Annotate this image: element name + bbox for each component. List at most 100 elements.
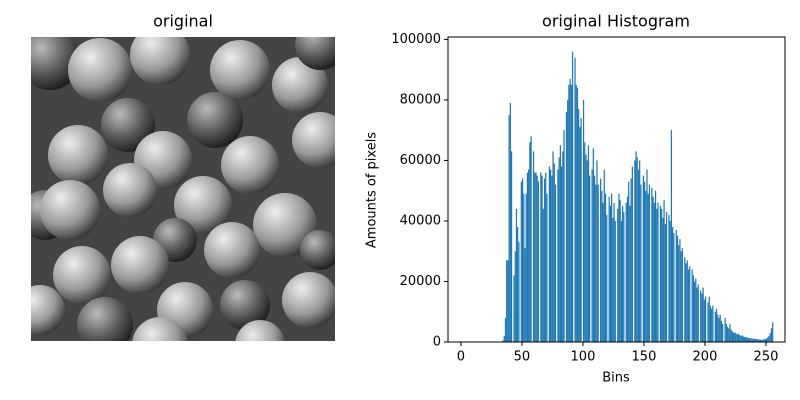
bar xyxy=(770,328,773,342)
bar xyxy=(718,317,720,342)
bar xyxy=(668,214,670,342)
bar xyxy=(712,305,714,342)
bar xyxy=(631,166,633,342)
bar xyxy=(540,172,542,342)
bar xyxy=(720,320,723,342)
bar xyxy=(609,205,612,342)
bar xyxy=(562,151,564,342)
bar xyxy=(768,335,770,342)
bar xyxy=(651,187,653,342)
bar xyxy=(589,175,591,342)
bar xyxy=(635,151,637,342)
bar xyxy=(742,336,745,342)
bar xyxy=(625,202,627,342)
bar xyxy=(725,323,727,342)
bar xyxy=(628,181,630,342)
bar xyxy=(580,118,582,342)
bar xyxy=(543,178,546,342)
bar xyxy=(551,175,553,342)
bar xyxy=(637,169,640,342)
axes-frame xyxy=(447,36,786,343)
bar xyxy=(548,166,551,342)
x-tick-label: 100 xyxy=(571,350,596,365)
bar xyxy=(502,340,504,342)
bar xyxy=(595,184,597,342)
bar xyxy=(665,211,668,342)
bar xyxy=(634,160,636,342)
bar xyxy=(541,175,543,342)
bar xyxy=(591,169,593,342)
bar xyxy=(587,145,590,342)
bar xyxy=(545,172,547,342)
bar xyxy=(567,99,569,342)
bar xyxy=(737,333,740,342)
x-tick-label: 50 xyxy=(514,350,531,365)
bar xyxy=(681,248,683,342)
bar xyxy=(652,196,654,342)
bar xyxy=(739,335,741,342)
y-tick-label: 20000 xyxy=(400,274,441,289)
bar xyxy=(756,339,758,342)
y-tick-label: 80000 xyxy=(400,92,441,107)
bar xyxy=(619,199,621,342)
bar xyxy=(559,145,561,342)
bar xyxy=(585,154,587,342)
bar xyxy=(736,334,738,342)
bar xyxy=(534,172,536,342)
bar xyxy=(751,338,753,342)
bar xyxy=(604,193,607,342)
bar xyxy=(702,287,704,342)
bar xyxy=(618,193,620,342)
bar xyxy=(719,314,721,342)
bar xyxy=(612,217,614,342)
bar xyxy=(530,136,532,342)
bar xyxy=(521,178,524,342)
image xyxy=(31,37,335,341)
bar xyxy=(565,112,568,343)
bar xyxy=(717,314,719,342)
bar xyxy=(508,115,510,342)
bar xyxy=(640,184,642,342)
bar xyxy=(553,163,555,342)
bar xyxy=(535,172,537,342)
bar xyxy=(700,290,702,342)
bar xyxy=(685,263,687,342)
bar xyxy=(596,160,598,342)
bar xyxy=(670,130,673,342)
bar xyxy=(546,193,548,342)
bar xyxy=(523,193,525,342)
bar xyxy=(517,227,519,342)
bar xyxy=(593,175,596,342)
bar xyxy=(630,178,632,342)
bar xyxy=(663,199,665,342)
y-axis-label: Amounts of pixels xyxy=(365,132,380,248)
bar xyxy=(701,293,703,342)
bar xyxy=(570,84,572,342)
bar xyxy=(730,329,732,342)
bar xyxy=(708,296,710,342)
bar xyxy=(761,339,763,342)
bar xyxy=(552,151,554,342)
bar xyxy=(707,302,709,342)
bar xyxy=(647,193,649,342)
bar xyxy=(731,331,734,342)
bar xyxy=(733,332,735,342)
y-tick-label: 0 xyxy=(433,335,441,350)
bar xyxy=(714,311,716,342)
bar xyxy=(643,181,646,342)
bar xyxy=(507,260,509,342)
bar xyxy=(606,214,608,342)
bar xyxy=(678,245,680,342)
bar xyxy=(510,151,513,342)
bar xyxy=(617,208,619,342)
bar xyxy=(568,84,570,342)
x-tick-label: 200 xyxy=(693,350,718,365)
bar xyxy=(673,233,675,342)
bar xyxy=(772,322,774,342)
bar xyxy=(750,338,752,342)
bar xyxy=(691,269,693,342)
bar xyxy=(741,335,743,342)
bar xyxy=(603,169,605,342)
bar xyxy=(724,317,726,342)
bar xyxy=(597,184,599,342)
